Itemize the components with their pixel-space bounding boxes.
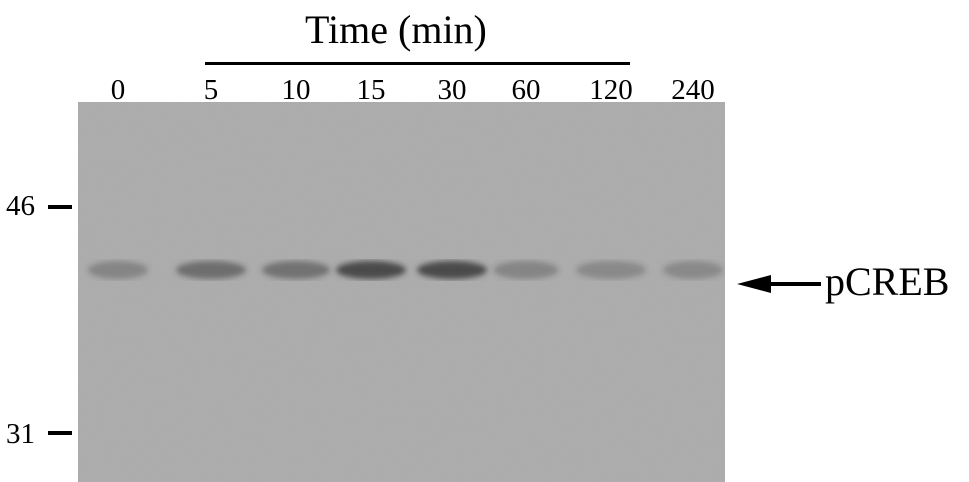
time-axis-title: Time (min) [305,7,487,52]
marker-tick-icon [48,431,72,435]
lane-label: 60 [511,74,541,106]
protein-band [493,261,559,279]
band-label-pcreb: pCREB [825,259,950,304]
lane-label: 120 [589,74,633,106]
lane-label: 15 [356,74,386,106]
protein-band [176,261,246,279]
protein-band [663,261,723,279]
time-bracket-line [205,62,630,65]
protein-band [576,261,646,279]
lane-label: 240 [671,74,715,106]
left-arrow-icon [737,275,821,293]
western-blot-image [78,102,725,482]
lane-label: 30 [437,74,467,106]
lane-label: 0 [110,74,126,106]
marker-31-label: 31 [6,418,35,450]
marker-tick-icon [48,205,72,209]
lane-label: 5 [203,74,219,106]
lane-label: 10 [281,74,311,106]
protein-band [88,261,148,279]
marker-46-label: 46 [6,190,35,222]
protein-band [262,261,330,279]
protein-band [417,261,487,279]
protein-band [336,261,406,279]
